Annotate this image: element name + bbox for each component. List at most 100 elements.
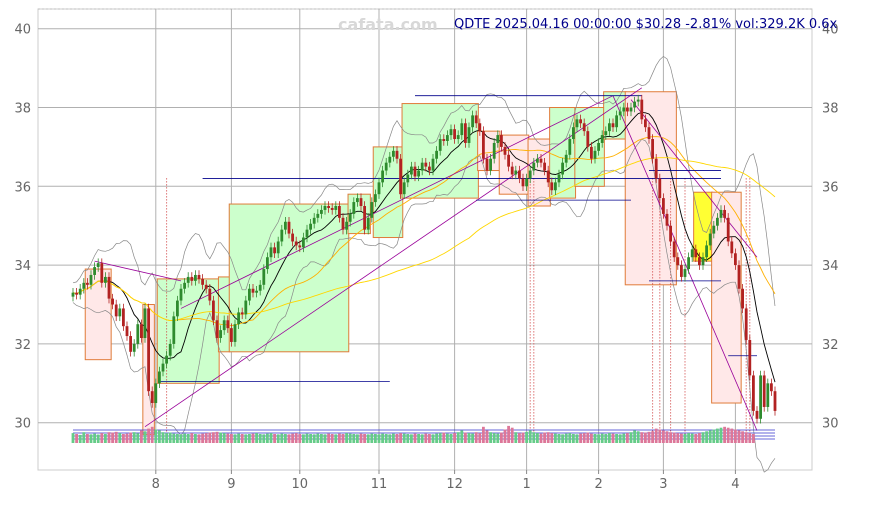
volume-bar-85 [377, 434, 381, 443]
volume-bar-32 [186, 434, 190, 443]
volume-bar-24 [158, 430, 161, 443]
volume-bar-169 [680, 433, 683, 443]
candle-76 [345, 221, 348, 230]
candle-171 [687, 257, 690, 270]
volume-bar-0 [71, 433, 75, 443]
candle-18 [136, 324, 140, 344]
candle-91 [399, 158, 402, 195]
range-box-3 [217, 276, 231, 353]
candle-172 [690, 249, 694, 258]
volume-bar-78 [352, 434, 356, 443]
candle-183 [730, 241, 734, 254]
volume-bar-161 [651, 431, 654, 443]
volume-bar-23 [154, 429, 158, 443]
volume-bar-91 [399, 433, 402, 443]
volume-bar-27 [168, 432, 172, 443]
candle-136 [561, 162, 564, 175]
volume-bar-139 [572, 434, 575, 443]
candle-133 [550, 182, 554, 191]
candle-71 [327, 206, 330, 208]
volume-bar-154 [626, 433, 629, 443]
volume-bar-63 [298, 434, 302, 443]
plot-frame [37, 8, 813, 471]
volume-bar-170 [683, 434, 687, 443]
x-tick-12: 12 [446, 477, 463, 492]
candle-74 [338, 206, 341, 218]
y-tick-left-40: 40 [14, 23, 31, 38]
candle-176 [705, 245, 708, 258]
volume-bar-153 [622, 433, 626, 443]
candle-181 [723, 209, 726, 218]
candle-155 [629, 107, 633, 112]
trend-line-3 [612, 95, 758, 431]
candle-33 [190, 276, 194, 281]
x-tick-9: 9 [227, 477, 235, 492]
band-lower [72, 138, 776, 473]
candle-75 [341, 217, 345, 230]
volume-bar-39 [212, 432, 215, 443]
volume-bar-77 [348, 433, 352, 443]
candle-157 [636, 99, 640, 102]
volume-bar-142 [582, 433, 586, 443]
x-tick-10: 10 [292, 477, 309, 492]
volume-bar-158 [640, 432, 644, 443]
candle-173 [694, 249, 698, 258]
candle-26 [165, 355, 168, 364]
candle-189 [752, 375, 755, 411]
volume-bar-80 [359, 433, 363, 443]
volume-bar-73 [334, 434, 338, 443]
y-tick-right-34: 34 [822, 259, 839, 274]
candle-190 [755, 410, 759, 419]
candle-10 [107, 276, 111, 299]
candle-24 [158, 371, 161, 384]
candle-138 [568, 139, 572, 155]
candle-145 [593, 150, 597, 159]
candle-43 [226, 320, 230, 329]
candle-49 [248, 288, 251, 301]
candle-120 [503, 146, 507, 155]
volume-bar-132 [546, 432, 550, 443]
volume-bar-109 [464, 432, 467, 443]
candle-15 [125, 326, 129, 337]
volume-bar-15 [125, 433, 129, 443]
volume-bar-112 [474, 432, 478, 443]
candle-194 [770, 383, 773, 392]
x-tick-2: 2 [594, 477, 602, 492]
candle-82 [366, 217, 370, 230]
candle-39 [212, 300, 215, 321]
volume-bar-1 [75, 434, 78, 443]
candle-88 [388, 156, 392, 163]
y-tick-left-30: 30 [14, 417, 31, 432]
volume-bar-147 [600, 433, 604, 443]
candle-70 [323, 206, 327, 210]
candle-193 [766, 383, 770, 407]
candle-161 [651, 139, 654, 159]
volume-bar-10 [107, 432, 111, 443]
candle-149 [608, 123, 611, 132]
volume-bar-176 [705, 431, 708, 443]
volume-bar-67 [312, 434, 316, 443]
volume-bar-87 [384, 434, 388, 443]
candle-177 [708, 233, 712, 246]
volume-bar-189 [752, 434, 755, 443]
candle-0 [71, 292, 75, 297]
volume-bar-5 [89, 434, 93, 443]
candle-158 [640, 99, 644, 120]
candle-48 [244, 300, 248, 315]
candle-184 [734, 253, 737, 266]
volume-bar-183 [730, 428, 734, 443]
volume-bar-172 [690, 433, 694, 443]
y-tick-left-38: 38 [14, 102, 31, 117]
candle-50 [251, 288, 255, 293]
candle-9 [104, 276, 107, 283]
candle-191 [759, 375, 762, 419]
candle-116 [489, 158, 492, 171]
candle-159 [644, 119, 647, 128]
volume-bar-64 [302, 434, 305, 443]
ma-long-line [72, 157, 776, 322]
volume-bar-101 [435, 433, 438, 443]
candle-34 [194, 274, 197, 281]
candle-11 [111, 298, 114, 305]
candle-186 [741, 288, 744, 309]
